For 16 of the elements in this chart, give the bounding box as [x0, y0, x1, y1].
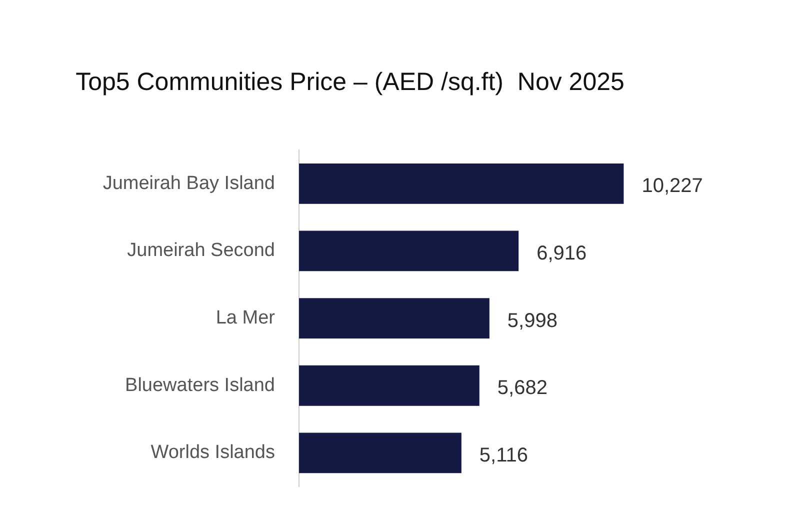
data-label: 10,227 [642, 175, 703, 198]
y-tick-label: Jumeirah Second [127, 240, 275, 262]
data-label: 5,682 [497, 377, 548, 400]
y-tick-label: Bluewaters Island [125, 374, 275, 396]
bar [299, 163, 624, 204]
bar [299, 432, 462, 474]
y-tick-label: Worlds Islands [150, 442, 275, 464]
data-label: 5,998 [507, 310, 558, 332]
data-label: 6,916 [536, 242, 587, 264]
y-tick-label: La Mer [216, 308, 276, 329]
y-tick-label: Jumeirah Bay Island [102, 172, 275, 194]
chart-title: Top5 Communities Price – (AED /sq.ft) Nov 2025 [76, 68, 624, 96]
bar [299, 230, 519, 272]
bar [299, 298, 490, 338]
bar [299, 365, 480, 406]
data-label: 5,116 [479, 444, 528, 466]
